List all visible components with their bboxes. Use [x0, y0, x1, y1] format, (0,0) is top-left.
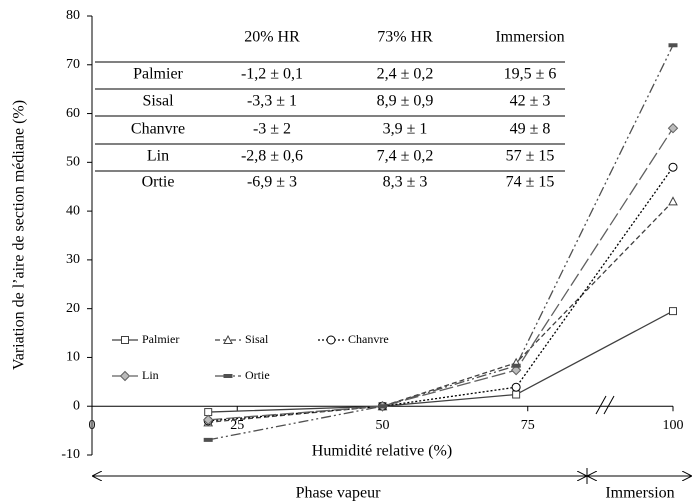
marker	[668, 43, 678, 48]
x-tick-label: 100	[663, 418, 684, 433]
x-tick-label: 50	[376, 418, 390, 433]
y-tick-label: 70	[66, 57, 80, 72]
marker	[668, 162, 678, 172]
marker	[512, 390, 521, 399]
legend-marker	[223, 374, 233, 378]
table-header: Immersion	[495, 29, 564, 46]
table-cell: -2,8 ± 0,6	[241, 148, 303, 165]
legend-label: Lin	[142, 368, 159, 382]
marker	[202, 414, 214, 426]
table-cell: 8,9 ± 0,9	[377, 93, 434, 110]
table-cell: 49 ± 8	[510, 121, 551, 138]
legend-marker	[119, 370, 131, 382]
table-cell: Sisal	[142, 93, 174, 110]
y-tick-label: 50	[66, 155, 80, 170]
marker	[669, 307, 677, 316]
marker	[667, 122, 679, 134]
table-cell: Palmier	[133, 66, 183, 83]
table-cell: -3 ± 2	[253, 121, 291, 138]
legend-marker	[223, 334, 233, 344]
marker	[203, 437, 213, 442]
table-cell: 7,4 ± 0,2	[377, 148, 434, 165]
table-cell: Chanvre	[131, 121, 185, 138]
x-tick-label: 75	[521, 418, 535, 433]
y-axis-label: Variation de l’aire de section médiane (…	[11, 100, 28, 370]
table-cell: Lin	[147, 148, 169, 165]
table-cell: Ortie	[142, 174, 175, 191]
table-cell: 19,5 ± 6	[504, 66, 557, 83]
legend-marker	[121, 336, 129, 344]
series-line	[208, 127, 674, 421]
table-cell: -1,2 ± 0,1	[241, 66, 303, 83]
series-line	[208, 200, 674, 423]
table-cell: 8,3 ± 3	[383, 174, 428, 191]
series-line	[208, 310, 674, 413]
y-tick-label: 10	[66, 350, 80, 365]
y-tick-label: 60	[66, 106, 80, 121]
marker	[510, 364, 522, 376]
table-cell: 74 ± 15	[506, 174, 555, 191]
series-line	[208, 166, 674, 422]
table-header: 73% HR	[377, 29, 433, 46]
y-tick-label: 80	[66, 8, 80, 23]
table-cell: 57 ± 15	[506, 148, 555, 165]
y-tick-label: 20	[66, 301, 80, 316]
legend-label: Sisal	[245, 332, 269, 346]
marker	[511, 363, 521, 368]
y-tick-label: 30	[66, 252, 80, 267]
legend-label: Palmier	[142, 332, 179, 346]
table-cell: 42 ± 3	[510, 93, 551, 110]
table-cell: -3,3 ± 1	[247, 93, 297, 110]
annotation: Phase vapeur	[296, 485, 382, 502]
x-axis-label: Humidité relative (%)	[312, 443, 452, 460]
legend-label: Chanvre	[348, 332, 389, 346]
legend-marker	[326, 335, 336, 345]
table-header: 20% HR	[244, 29, 300, 46]
x-tick-label: 25	[230, 418, 244, 433]
marker	[378, 404, 387, 409]
marker	[511, 382, 521, 392]
legend-label: Ortie	[245, 368, 270, 382]
table-cell: 2,4 ± 0,2	[377, 66, 434, 83]
marker	[204, 408, 213, 417]
series-line	[208, 44, 674, 441]
x-tick-label: 0	[89, 418, 96, 433]
table-cell: -6,9 ± 3	[247, 174, 297, 191]
y-tick-label: -10	[61, 447, 80, 462]
y-tick-label: 0	[73, 398, 80, 413]
annotation: Immersion	[605, 485, 674, 502]
table-cell: 3,9 ± 1	[383, 121, 428, 138]
y-tick-label: 40	[66, 203, 80, 218]
marker	[668, 196, 678, 206]
